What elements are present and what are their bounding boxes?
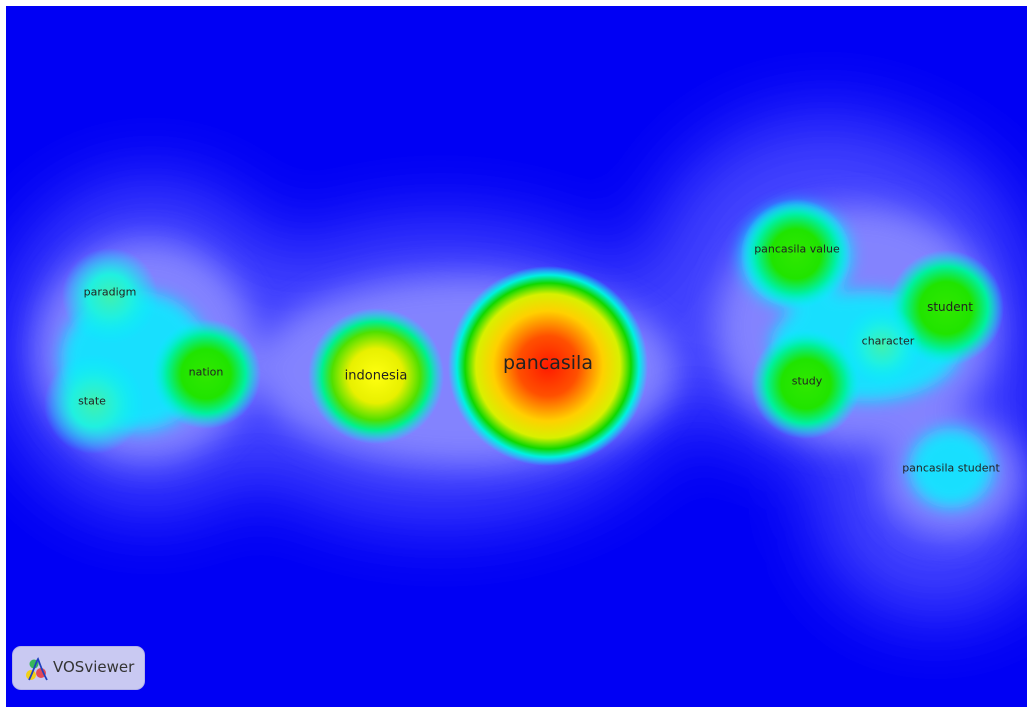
term-label-character[interactable]: character [861,334,915,348]
cyan-pancasila-student [909,428,993,508]
term-label-study[interactable]: study [791,374,823,388]
blob-pancasila-value [741,199,851,309]
blob-state [44,354,144,454]
blob-indonesia [308,308,444,444]
blob-paradigm [62,248,158,344]
term-label-pancasila-student[interactable]: pancasila student [902,461,1000,475]
term-label-pancasila-value[interactable]: pancasila value [754,242,840,256]
blob-character [842,306,922,386]
term-label-pancasila[interactable]: pancasila [503,352,593,374]
term-label-indonesia[interactable]: indonesia [344,368,408,384]
vosviewer-badge[interactable]: VOSviewer [12,646,145,690]
term-label-student[interactable]: student [927,300,973,314]
blob-nation [151,319,261,429]
blob-pancasila [448,266,648,466]
vosviewer-logo-icon [26,657,48,681]
vosviewer-brand-text: VOSviewer [53,658,135,676]
density-map[interactable]: pancasila indonesia nation paradigm stat… [6,6,1027,707]
term-label-paradigm[interactable]: paradigm [83,285,137,299]
term-label-nation[interactable]: nation [188,365,224,379]
density-map-canvas [6,116,1027,616]
blob-study [751,329,861,439]
term-label-state[interactable]: state [78,394,106,408]
